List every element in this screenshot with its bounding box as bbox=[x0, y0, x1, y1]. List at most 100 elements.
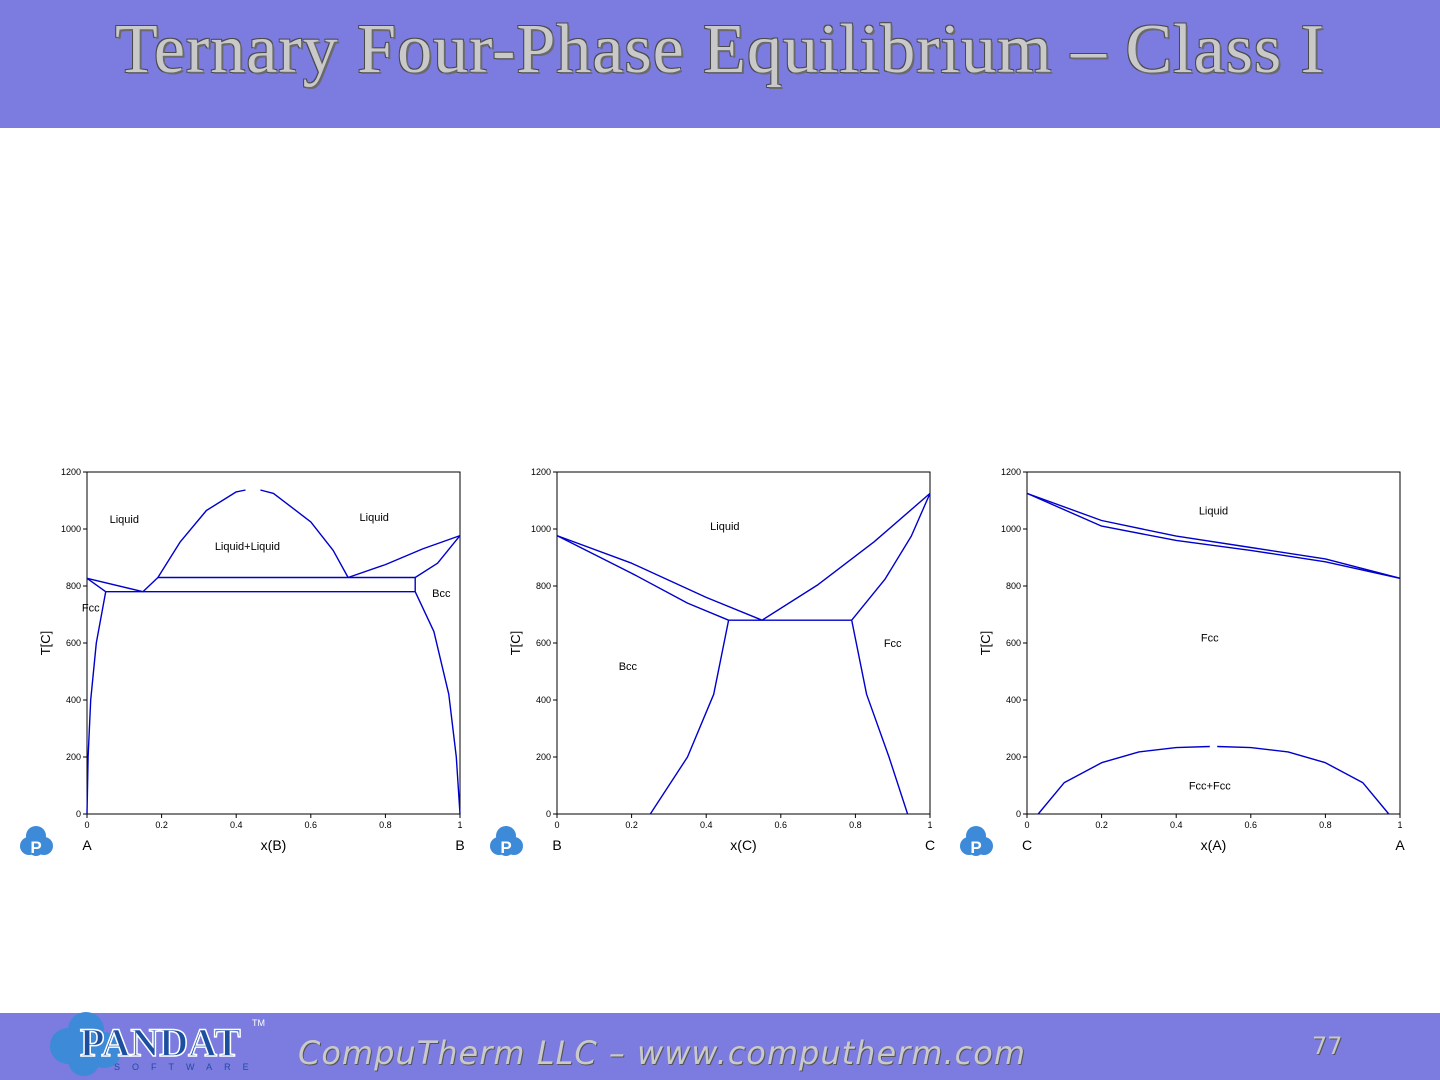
y-axis-label: T[C] bbox=[508, 631, 523, 656]
y-tick-label: 800 bbox=[536, 581, 551, 591]
x-tick-label: 1 bbox=[1397, 820, 1402, 830]
y-tick-label: 0 bbox=[1016, 809, 1021, 819]
y-tick-label: 1200 bbox=[1001, 467, 1021, 477]
phase-boundary-line bbox=[1037, 745, 1210, 815]
badge-cloud-part bbox=[968, 840, 984, 856]
phase-boundary-line bbox=[649, 620, 730, 815]
pandat-cloud-icon bbox=[50, 1012, 122, 1076]
y-tick-label: 200 bbox=[1006, 752, 1021, 762]
y-tick-label: 400 bbox=[66, 695, 81, 705]
phase-region-label: Fcc+Fcc bbox=[1189, 781, 1231, 793]
phase-boundary-line bbox=[761, 492, 931, 621]
y-tick-label: 0 bbox=[76, 809, 81, 819]
phase-boundary-line bbox=[414, 535, 461, 579]
phase-region-label: Fcc bbox=[82, 602, 100, 614]
x-tick-label: 0.8 bbox=[849, 820, 862, 830]
phase-boundary-line bbox=[1217, 745, 1390, 815]
phase-boundary-line bbox=[556, 534, 763, 621]
y-tick-label: 800 bbox=[66, 581, 81, 591]
footer-band bbox=[0, 1013, 1440, 1080]
x-tick-label: 1 bbox=[457, 820, 462, 830]
x-tick-label: 0.4 bbox=[1170, 820, 1183, 830]
y-tick-label: 1200 bbox=[61, 467, 81, 477]
phase-diagram-b-c: 0 200 400 600 800 1000 1200 0 0.2 0.4 0.6 0.8 1 T[C] x… bbox=[490, 458, 950, 863]
phase-region-label: Fcc bbox=[1201, 632, 1219, 644]
phase-boundary-line bbox=[86, 577, 107, 593]
badge-letter: P bbox=[970, 838, 981, 857]
phase-region-label: Liquid bbox=[360, 512, 389, 524]
phase-boundary-line bbox=[1026, 492, 1401, 579]
left-component-label: C bbox=[1022, 837, 1032, 853]
logo-trademark: TM bbox=[252, 1018, 265, 1028]
phase-boundary-line bbox=[851, 493, 931, 621]
phase-region-label: Liquid bbox=[110, 514, 139, 526]
phase-boundary-line bbox=[851, 620, 909, 815]
pandat-p-icon: P bbox=[960, 826, 993, 857]
phase-boundary-line bbox=[86, 591, 107, 815]
phase-region-label: Liquid bbox=[710, 521, 739, 533]
pandat-p-icon: P bbox=[490, 826, 523, 857]
y-tick-label: 0 bbox=[546, 809, 551, 819]
phase-diagram-c-a: 0 200 400 600 800 1000 1200 0 0.2 0.4 0.6 0.8 1 T[C] x… bbox=[960, 458, 1420, 863]
pandat-logo: PANDAT TM SOFTWARE bbox=[50, 1012, 265, 1076]
phase-boundary-line bbox=[1026, 492, 1401, 579]
phase-diagram-svg: 0 200 400 600 800 1000 1200 0 0.2 0.4 0.6 0.8 1 T[C] x… bbox=[20, 467, 465, 857]
y-tick-label: 600 bbox=[66, 638, 81, 648]
phase-region-label: Liquid bbox=[1199, 505, 1228, 517]
x-axis-label: x(A) bbox=[1201, 837, 1227, 853]
x-axis-label: x(C) bbox=[730, 837, 756, 853]
x-tick-label: 0.8 bbox=[379, 820, 392, 830]
phase-boundary-line bbox=[414, 591, 461, 815]
title-band: Ternary Four-Phase Equilibrium – Class I bbox=[0, 0, 1440, 128]
left-component-label: A bbox=[82, 837, 92, 853]
phase-diagram-svg: 0 200 400 600 800 1000 1200 0 0.2 0.4 0.6 0.8 1 T[C] x… bbox=[490, 467, 935, 857]
y-tick-label: 600 bbox=[536, 638, 551, 648]
y-tick-label: 1200 bbox=[531, 467, 551, 477]
phase-boundary-line bbox=[556, 534, 729, 621]
y-tick-label: 400 bbox=[536, 695, 551, 705]
x-tick-label: 0.2 bbox=[155, 820, 168, 830]
phase-boundary-line bbox=[260, 489, 349, 578]
y-axis-label: T[C] bbox=[978, 631, 993, 656]
phase-region-label: Liquid+Liquid bbox=[215, 541, 280, 553]
phase-boundary-line bbox=[157, 489, 246, 578]
x-axis-label: x(B) bbox=[261, 837, 287, 853]
pandat-p-icon: P bbox=[20, 826, 53, 857]
x-tick-label: 0.6 bbox=[1245, 820, 1258, 830]
right-component-label: C bbox=[925, 837, 935, 853]
y-tick-label: 1000 bbox=[531, 524, 551, 534]
y-tick-label: 1000 bbox=[61, 524, 81, 534]
badge-letter: P bbox=[500, 838, 511, 857]
y-axis-label: T[C] bbox=[38, 631, 53, 656]
x-tick-label: 0 bbox=[554, 820, 559, 830]
y-tick-label: 1000 bbox=[1001, 524, 1021, 534]
phase-boundary-line bbox=[86, 577, 144, 593]
slide-title: Ternary Four-Phase Equilibrium – Class I bbox=[115, 11, 1325, 88]
y-tick-label: 200 bbox=[66, 752, 81, 762]
badge-cloud-part bbox=[28, 840, 44, 856]
x-tick-label: 1 bbox=[927, 820, 932, 830]
x-tick-label: 0 bbox=[84, 820, 89, 830]
left-component-label: B bbox=[552, 837, 561, 853]
footer-company: CompuTherm LLC – www.computherm.com bbox=[298, 1034, 1026, 1072]
x-tick-label: 0 bbox=[1024, 820, 1029, 830]
right-component-label: B bbox=[455, 837, 464, 853]
phase-region-label: Bcc bbox=[432, 588, 451, 600]
y-tick-label: 200 bbox=[536, 752, 551, 762]
x-tick-label: 0.4 bbox=[230, 820, 243, 830]
badge-letter: P bbox=[30, 838, 41, 857]
phase-diagram-svg: 0 200 400 600 800 1000 1200 0 0.2 0.4 0.6 0.8 1 T[C] x… bbox=[960, 467, 1405, 857]
page-number: 77 bbox=[1312, 1032, 1343, 1060]
x-tick-label: 0.6 bbox=[305, 820, 318, 830]
y-tick-label: 400 bbox=[1006, 695, 1021, 705]
x-tick-label: 0.2 bbox=[625, 820, 638, 830]
phase-region-label: Bcc bbox=[619, 661, 638, 673]
logo-subtext: SOFTWARE bbox=[114, 1062, 261, 1072]
right-component-label: A bbox=[1395, 837, 1405, 853]
plot-frame bbox=[86, 471, 461, 815]
badge-cloud-part bbox=[498, 840, 514, 856]
phase-region-label: Fcc bbox=[884, 638, 902, 650]
y-tick-label: 600 bbox=[1006, 638, 1021, 648]
phase-boundary-line bbox=[142, 576, 416, 593]
x-tick-label: 0.6 bbox=[775, 820, 788, 830]
